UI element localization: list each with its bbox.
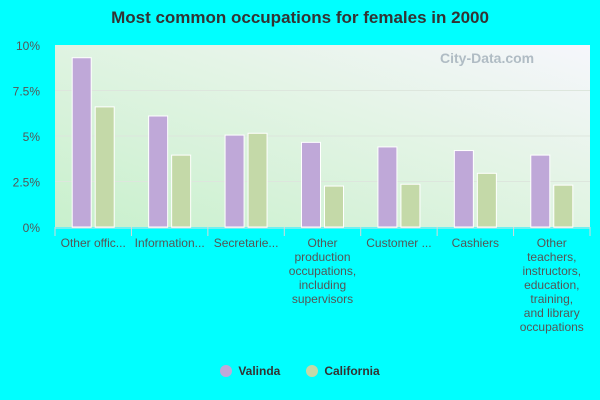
- bar-valinda: [301, 141, 321, 228]
- bar-valinda: [224, 134, 245, 228]
- x-tick-label: Customer ...: [366, 236, 431, 250]
- x-tick-label: Other offic...: [61, 236, 126, 250]
- bar-valinda: [453, 150, 474, 228]
- y-tick-label: 5%: [23, 130, 41, 144]
- x-tick-label: supervisors: [292, 292, 353, 306]
- legend-label: Valinda: [238, 364, 281, 378]
- legend-swatch: [220, 365, 233, 377]
- bar-valinda: [530, 154, 551, 228]
- bar-california: [400, 183, 421, 228]
- bar-california: [171, 154, 192, 228]
- x-tick-label: training,: [530, 292, 573, 306]
- legend-item-valinda: Valinda: [220, 364, 280, 378]
- x-tick-label: occupations,: [289, 264, 356, 278]
- bar-california: [553, 184, 574, 228]
- y-tick-label: 2.5%: [13, 176, 41, 190]
- x-tick-label: occupations: [520, 320, 584, 334]
- x-tick-label: instructors,: [522, 264, 581, 278]
- bar-valinda: [377, 146, 398, 228]
- x-tick-label: and library: [524, 306, 580, 320]
- bar-california: [247, 132, 268, 228]
- x-tick-label: teachers,: [527, 250, 576, 264]
- legend-swatch: [306, 365, 319, 377]
- legend-label: California: [324, 364, 380, 378]
- x-tick-label: Other: [537, 236, 567, 250]
- x-tick-label: production: [294, 250, 350, 264]
- bar-california: [94, 106, 115, 228]
- y-tick-label: 10%: [16, 39, 40, 53]
- bar-valinda: [148, 115, 169, 228]
- bar-california: [476, 172, 497, 228]
- y-tick-label: 7.5%: [13, 85, 41, 99]
- x-tick-label: including: [299, 278, 346, 292]
- watermark: City-Data.com: [440, 50, 535, 66]
- x-tick-label: Information...: [135, 236, 205, 250]
- bar-valinda: [71, 57, 92, 228]
- legend: Valinda California: [0, 364, 600, 378]
- legend-item-california: California: [306, 364, 380, 378]
- x-tick-label: Cashiers: [452, 236, 499, 250]
- x-tick-label: education,: [524, 278, 579, 292]
- x-tick-label: Other: [307, 236, 337, 250]
- chart-title: Most common occupations for females in 2…: [111, 8, 489, 27]
- bar-california: [324, 185, 344, 228]
- x-tick-label: Secretarie...: [214, 236, 279, 250]
- y-tick-label: 0%: [23, 221, 41, 235]
